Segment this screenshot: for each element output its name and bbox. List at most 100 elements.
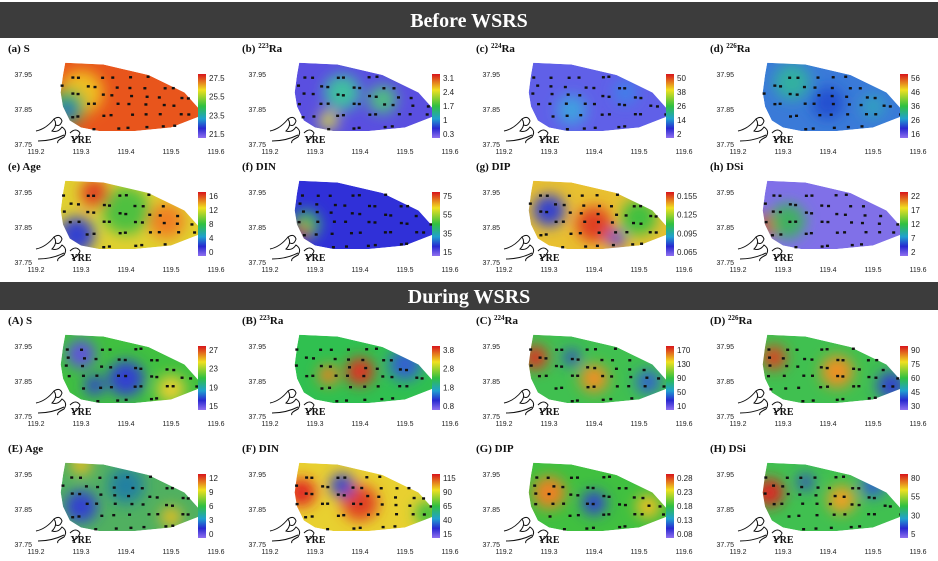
station	[883, 504, 887, 507]
station	[414, 214, 418, 218]
station	[857, 487, 861, 490]
station	[173, 124, 177, 127]
station	[649, 104, 653, 107]
station	[130, 502, 134, 506]
station	[92, 194, 96, 197]
station	[561, 245, 565, 249]
station	[134, 244, 138, 248]
station	[860, 125, 864, 128]
station	[896, 223, 900, 226]
station	[658, 505, 662, 508]
station	[67, 374, 71, 378]
panel-label: (h) DSi	[710, 161, 743, 173]
isotope-mass: 223	[259, 314, 270, 322]
station	[560, 365, 564, 368]
coastline	[269, 234, 315, 262]
station	[810, 212, 814, 215]
station	[643, 385, 647, 388]
station	[874, 376, 878, 379]
station	[71, 116, 75, 119]
x-tick-label: 119.4	[118, 267, 135, 274]
x-tick-label: 119.4	[820, 549, 837, 556]
y-tick-label: 37.85	[482, 107, 500, 114]
y-tick-label: 37.95	[248, 472, 266, 479]
x-tick-label: 119.3	[775, 267, 792, 274]
station	[601, 94, 605, 98]
station	[568, 211, 572, 214]
station	[139, 347, 143, 350]
station	[799, 476, 803, 479]
station	[811, 127, 815, 130]
coastline	[737, 516, 783, 544]
station	[351, 486, 355, 489]
y-tick-label: 37.75	[14, 542, 32, 549]
x-tick-label: 119.2	[28, 549, 45, 556]
station	[609, 205, 613, 208]
station	[867, 496, 871, 499]
y-tick-label: 37.95	[14, 190, 32, 197]
colorbar-label: 0.18	[677, 502, 693, 511]
station	[773, 102, 777, 106]
station	[601, 76, 605, 79]
river-label: YRE	[70, 253, 91, 264]
station	[171, 385, 175, 388]
station	[594, 348, 598, 351]
station	[390, 125, 394, 128]
station	[320, 387, 324, 390]
colorbar-label: 10	[677, 402, 686, 411]
section-title: Before WSRS	[410, 10, 528, 32]
station	[639, 113, 643, 116]
station	[359, 502, 363, 506]
station	[624, 487, 628, 490]
colorbar-label: 4	[209, 234, 214, 243]
station	[164, 525, 168, 528]
station	[126, 126, 130, 130]
colorbar-label: 15	[443, 530, 452, 539]
station	[857, 368, 861, 371]
y-tick-label: 37.85	[716, 507, 734, 514]
x-tick-label: 119.5	[163, 421, 180, 428]
map-panel: YRE 37.75 37.85 37.95 119.2 119.3 119.4 119.5 11…	[476, 161, 698, 274]
station	[96, 399, 100, 403]
station	[376, 385, 380, 388]
station	[539, 234, 543, 237]
panel-label: (b) 223Ra	[242, 42, 283, 55]
coastline	[737, 234, 783, 262]
x-tick-label: 119.6	[208, 267, 225, 274]
station	[336, 476, 340, 479]
station	[566, 93, 570, 96]
station	[101, 93, 105, 96]
station	[327, 127, 331, 131]
station	[405, 385, 409, 388]
y-tick-label: 37.95	[482, 190, 500, 197]
map-panel: YRE 37.75 37.85 37.95 119.2 119.3 119.4 119.5 11…	[476, 42, 693, 156]
station	[623, 503, 627, 507]
station	[158, 214, 162, 217]
station	[364, 366, 368, 370]
station	[834, 476, 838, 479]
station	[891, 385, 895, 388]
river-label: YRE	[70, 535, 91, 546]
station	[654, 231, 658, 234]
station	[861, 205, 865, 208]
station	[311, 92, 315, 96]
x-tick-label: 119.3	[541, 149, 558, 156]
colorbar-label: 9	[209, 488, 214, 497]
station	[850, 503, 854, 506]
station	[362, 374, 366, 378]
station	[640, 513, 644, 516]
station	[536, 84, 540, 87]
station	[155, 375, 159, 379]
panel-label: (A) S	[8, 315, 32, 327]
station	[781, 357, 785, 360]
isotope-mass: 226	[728, 314, 739, 322]
station	[560, 386, 564, 389]
station	[145, 95, 149, 98]
station	[343, 476, 347, 479]
x-tick-label: 119.2	[28, 149, 45, 156]
station	[549, 85, 553, 88]
station	[367, 204, 371, 208]
y-tick-label: 37.75	[716, 260, 734, 267]
station	[610, 221, 614, 224]
station	[820, 204, 824, 207]
